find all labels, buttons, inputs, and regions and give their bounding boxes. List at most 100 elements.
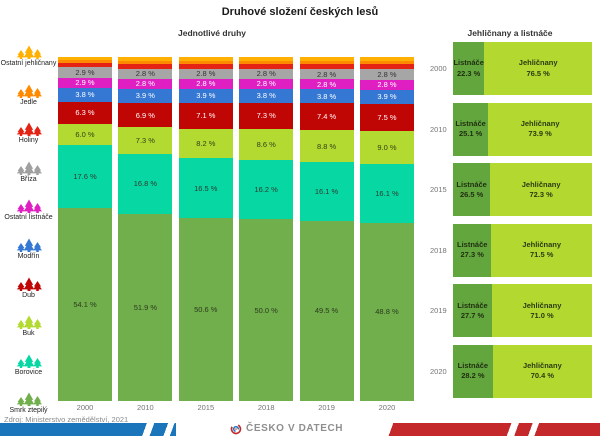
year-bar-column: 2.8 % 2.8 % 3.9 % 6.9 % 7.3 % 16.8 % 51.9 % 201… [118, 57, 173, 417]
bar-segment: 2.8 % [178, 68, 233, 79]
legend-item: Borovice [0, 353, 57, 377]
bar-segment: 3.8 % [299, 89, 354, 104]
segment-value-label: 2.8 % [316, 69, 337, 79]
segment-value-label: 7.1 % [196, 111, 216, 121]
segment-name-label: Listnáče [456, 179, 487, 189]
bar-segment: 2.8 % [118, 78, 173, 89]
bar-segment: 3.8 % [239, 88, 294, 103]
segment-value-label: 2.8 % [135, 69, 155, 79]
segment-value-label: 8.6 % [256, 140, 276, 150]
legend-label: Smrk ztepilý [9, 407, 48, 415]
bar-segment: 16.1 % [299, 162, 354, 221]
year-bar-column: 2.8 % 2.8 % 3.9 % 7.1 % 8.2 % 16.5 % 50.6 % 201… [178, 57, 233, 417]
legend-label: Buk [22, 330, 35, 338]
segment-value-label: 16.2 % [254, 185, 278, 195]
bar-segment: Listnáče 22.3 % [453, 42, 485, 95]
right-chart-title: Jehličnany a listnáče [467, 28, 553, 38]
bar-segment: 16.1 % [359, 164, 414, 223]
segment-value-label: 50.0 % [254, 305, 278, 315]
bar-segment: 6.9 % [118, 102, 173, 128]
legend-item: Holiny [0, 121, 57, 145]
conifer-deciduous-bar-chart: 2000 Listnáče 22.3 % Jehličnany 76.5 % 2010 Li… [430, 42, 592, 398]
segment-value-label: 71.5 % [530, 250, 554, 260]
legend-item: Dub [0, 276, 57, 300]
bar-segment: Jehličnany 76.5 % [484, 42, 592, 95]
bar-segment: Listnáče 28.2 % [453, 344, 493, 398]
segment-name-label: Listnáče [456, 240, 488, 250]
segment-value-label: 3.8 % [256, 91, 276, 101]
segment-value-label: 3.9 % [196, 91, 216, 101]
conifer-trees-icon [16, 84, 42, 98]
segment-value-label: 9.0 % [377, 143, 397, 153]
bar-segment [359, 60, 414, 65]
x-axis-year-label: 2019 [318, 403, 335, 412]
segment-name-label: Listnáče [457, 300, 488, 310]
bar-segment: 2.8 % [299, 68, 354, 80]
segment-name-label: Jehličnany [522, 240, 562, 250]
segment-value-label: 2.8 % [256, 79, 276, 89]
bar-segment [178, 64, 233, 69]
conifer-trees-icon [16, 315, 42, 330]
bar-segment: 3.8 % [58, 87, 112, 102]
bar-segment: 3.9 % [178, 88, 233, 103]
footer-blue-ribbon [0, 423, 176, 436]
species-legend: Ostatní jehličnany Jedle Holiny Bříza Os… [0, 44, 57, 416]
row-year-label: 2015 [430, 185, 447, 195]
bar-segment [239, 60, 294, 65]
segment-value-label: 50.6 % [194, 304, 218, 314]
segment-value-label: 3.8 % [75, 90, 95, 100]
stacked-bar: 2.8 % 2.8 % 3.9 % 7.1 % 8.2 % 16.5 % 50.6 % [178, 57, 233, 401]
bar-segment [359, 64, 414, 70]
bar-segment: 7.1 % [178, 102, 233, 129]
year-row: 2015 Listnáče 26.5 % Jehličnany 72.3 % [430, 163, 592, 217]
bar-segment: Jehličnany 71.0 % [492, 284, 592, 338]
segment-value-label: 8.2 % [196, 138, 216, 148]
segment-value-label: 6.3 % [75, 108, 95, 118]
segment-value-label: 49.5 % [314, 306, 339, 316]
footer-red-ribbon [388, 423, 600, 436]
bar-segment: 9.0 % [359, 131, 414, 165]
bar-segment [118, 60, 173, 65]
legend-label: Dub [22, 291, 35, 299]
segment-value-label: 26.5 % [459, 189, 484, 199]
source-note: Zdroj: Ministerstvo zemědělství, 2021 [4, 415, 129, 424]
bar-segment: 7.3 % [239, 102, 294, 130]
bar-segment: 7.5 % [359, 104, 414, 132]
bar-segment [359, 57, 414, 61]
segment-name-label: Listnáče [457, 361, 489, 371]
segment-value-label: 7.3 % [256, 111, 276, 121]
segment-value-label: 27.3 % [460, 250, 484, 260]
segment-name-label: Jehličnany [522, 361, 562, 371]
legend-label: Modřín [17, 253, 40, 261]
bar-segment: 16.2 % [239, 160, 294, 220]
bar-segment [118, 64, 173, 69]
x-axis-year-label: 2010 [137, 403, 154, 412]
bar-segment: Jehličnany 73.9 % [488, 102, 592, 156]
horizontal-stacked-bar: Listnáče 22.3 % Jehličnany 76.5 % [453, 42, 592, 95]
bar-segment: 2.8 % [359, 69, 414, 80]
x-axis-year-label: 2015 [197, 403, 215, 412]
segment-value-label: 7.3 % [135, 136, 155, 146]
bar-segment: Listnáče 26.5 % [453, 163, 491, 217]
conifer-trees-icon [16, 354, 42, 368]
legend-label: Jedle [20, 98, 37, 106]
year-row: 2010 Listnáče 25.1 % Jehličnany 73.9 % [430, 102, 592, 156]
segment-value-label: 2.8 % [377, 80, 397, 90]
segment-value-label: 8.8 % [316, 141, 337, 151]
segment-value-label: 16.1 % [314, 186, 339, 196]
x-axis-year-label: 2000 [76, 403, 94, 412]
segment-value-label: 73.9 % [528, 129, 552, 139]
horizontal-stacked-bar: Listnáče 27.7 % Jehličnany 71.0 % [453, 284, 592, 338]
conifer-trees-icon [16, 392, 42, 407]
segment-value-label: 72.3 % [529, 189, 553, 199]
x-axis-year-label: 2018 [257, 403, 275, 412]
bar-segment [299, 60, 354, 65]
year-row: 2018 Listnáče 27.3 % Jehličnany 71.5 % [430, 223, 592, 277]
segment-value-label: 3.8 % [316, 91, 337, 101]
legend-item: Buk [0, 314, 57, 338]
bar-segment: Jehličnany 70.4 % [492, 344, 592, 398]
bar-segment: 48.8 % [359, 222, 414, 401]
segment-value-label: 3.9 % [377, 92, 397, 102]
conifer-trees-icon [16, 45, 42, 59]
